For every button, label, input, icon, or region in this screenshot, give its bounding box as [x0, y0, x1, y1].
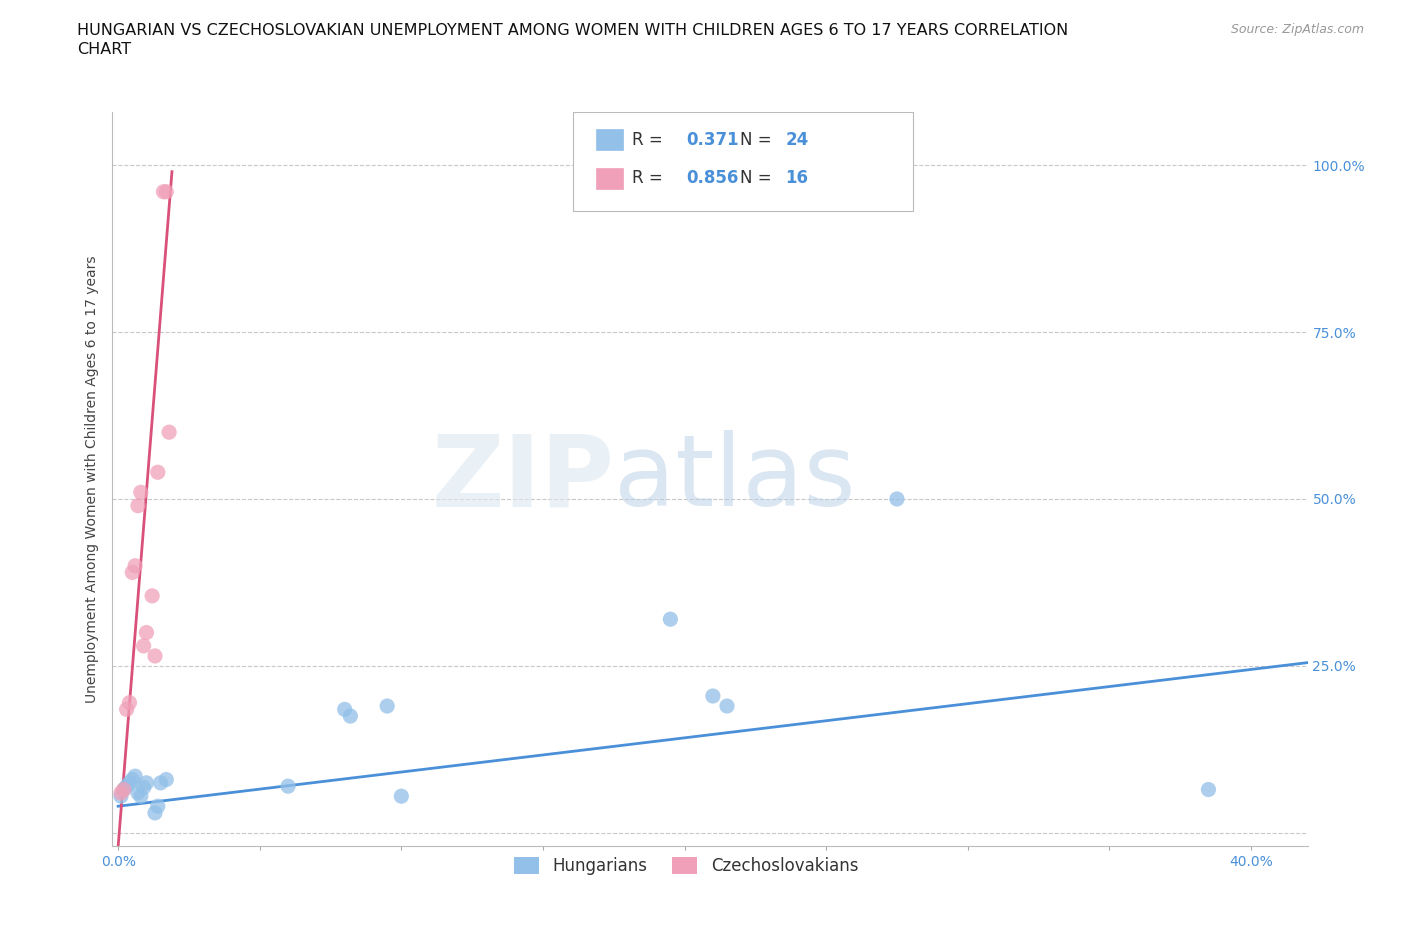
Point	[115, 702, 138, 717]
Point	[143, 648, 166, 663]
Text: 0.856: 0.856	[686, 169, 738, 188]
Point	[149, 776, 172, 790]
Text: R =: R =	[633, 169, 668, 188]
Point	[124, 769, 146, 784]
Point	[146, 465, 169, 480]
Point	[277, 778, 299, 793]
Point	[112, 782, 135, 797]
Y-axis label: Unemployment Among Women with Children Ages 6 to 17 years: Unemployment Among Women with Children A…	[86, 255, 100, 703]
Point	[716, 698, 738, 713]
Legend: Hungarians, Czechoslovakians: Hungarians, Czechoslovakians	[508, 851, 865, 882]
Text: 0.371: 0.371	[686, 130, 738, 149]
Point	[1198, 782, 1220, 797]
Point	[375, 698, 398, 713]
Point	[157, 425, 180, 440]
Text: N =: N =	[740, 130, 776, 149]
Point	[146, 799, 169, 814]
Text: R =: R =	[633, 130, 668, 149]
Text: CHART: CHART	[77, 42, 131, 57]
Point	[124, 558, 146, 573]
FancyBboxPatch shape	[572, 112, 914, 211]
Point	[389, 789, 412, 804]
Point	[143, 805, 166, 820]
Text: 24: 24	[786, 130, 808, 149]
FancyBboxPatch shape	[596, 129, 623, 150]
Point	[702, 688, 724, 703]
Point	[118, 696, 141, 711]
Point	[659, 612, 682, 627]
Point	[127, 786, 149, 801]
Point	[333, 702, 356, 717]
Point	[141, 589, 163, 604]
Point	[135, 625, 157, 640]
Point	[132, 780, 155, 795]
Point	[339, 709, 361, 724]
FancyBboxPatch shape	[596, 168, 623, 189]
Point	[121, 565, 143, 580]
Point	[155, 184, 177, 199]
Text: ZIP: ZIP	[432, 431, 614, 527]
Text: Source: ZipAtlas.com: Source: ZipAtlas.com	[1230, 23, 1364, 36]
Point	[152, 184, 174, 199]
Text: N =: N =	[740, 169, 776, 188]
Text: HUNGARIAN VS CZECHOSLOVAKIAN UNEMPLOYMENT AMONG WOMEN WITH CHILDREN AGES 6 TO 17: HUNGARIAN VS CZECHOSLOVAKIAN UNEMPLOYMEN…	[77, 23, 1069, 38]
Point	[121, 772, 143, 787]
Point	[110, 789, 132, 804]
Point	[115, 778, 138, 793]
Point	[127, 498, 149, 513]
Text: 16: 16	[786, 169, 808, 188]
Point	[112, 782, 135, 797]
Point	[132, 639, 155, 654]
Point	[129, 485, 152, 499]
Point	[155, 772, 177, 787]
Point	[135, 776, 157, 790]
Point	[110, 786, 132, 801]
Point	[118, 776, 141, 790]
Text: atlas: atlas	[614, 431, 856, 527]
Point	[129, 789, 152, 804]
Point	[886, 492, 908, 507]
